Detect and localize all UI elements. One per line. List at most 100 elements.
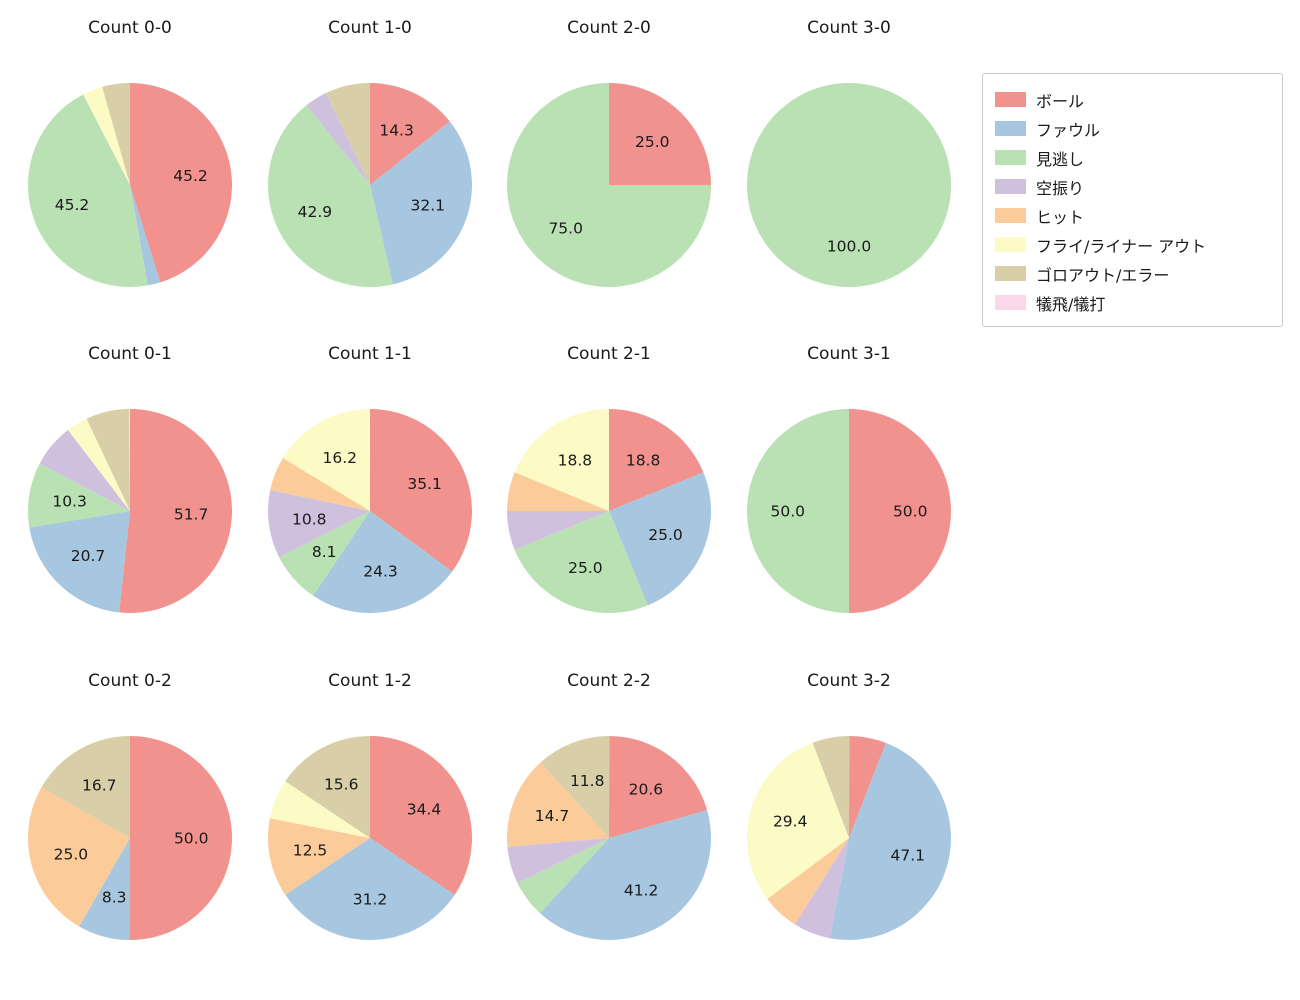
pie-chart: 14.3 32.1 42.9: [268, 83, 472, 287]
chart-title: Count 2-0: [567, 18, 651, 38]
pie-slice-label: 16.7: [82, 776, 117, 794]
pie-slice: [829, 742, 951, 940]
pie-slice: [747, 83, 951, 287]
pie-chart: 47.1 29.4: [746, 735, 951, 940]
chart-title: Count 2-2: [567, 671, 651, 691]
pie-slice-label: 25.0: [54, 845, 89, 863]
pie-chart: 51.7 20.7 10.3: [28, 409, 232, 613]
legend-label: ファウル: [1036, 120, 1101, 140]
pie-slice: [285, 838, 455, 940]
pie-slice: [282, 409, 370, 511]
legend-label: ボール: [1036, 91, 1085, 111]
pie-slice: [67, 418, 130, 511]
pie-slice-label: 24.3: [363, 563, 398, 581]
pie-chart: 50.0 50.0: [747, 409, 951, 613]
pie-chart: 18.8 25.0 25.0 18.8: [507, 409, 712, 614]
legend-item: ヒット: [995, 201, 1270, 230]
pie-slice: [507, 83, 711, 287]
chart-title: Count 1-2: [328, 671, 412, 691]
pie-slice-label: 25.0: [568, 559, 603, 577]
legend-item: 犠飛/犠打: [995, 288, 1270, 317]
legend-item: フライ/ライナー アウト: [995, 230, 1270, 259]
pie-slice: [79, 838, 130, 940]
legend-label: ゴロアウト/エラー: [1036, 265, 1170, 285]
pie-slice-label: 14.7: [535, 807, 570, 825]
pie-slice: [28, 787, 130, 927]
pie-slice: [29, 511, 130, 613]
pie-slice: [370, 736, 472, 895]
pie-slice: [39, 430, 130, 511]
pie-chart: 25.0 75.0: [507, 83, 711, 287]
pie-slice-label: 32.1: [411, 197, 446, 215]
pie-slice-label: 50.0: [893, 502, 928, 520]
chart-title: Count 3-0: [807, 18, 891, 38]
legend-label: 見逃し: [1036, 149, 1085, 169]
chart-title: Count 2-1: [567, 344, 651, 364]
pie-slice-label: 45.2: [173, 167, 208, 185]
pie-chart: 34.4 31.2 12.5 15.6: [268, 736, 472, 940]
pie-slice: [83, 86, 130, 185]
chart-title: Count 1-1: [328, 344, 412, 364]
pie-slice: [370, 409, 472, 572]
pie-slice-label: 50.0: [771, 502, 806, 520]
pie-slice-label: 100.0: [827, 238, 871, 256]
legend-item: ファウル: [995, 114, 1270, 143]
pie-slice: [306, 92, 370, 185]
pie-slice: [130, 736, 232, 940]
pie-slice: [267, 490, 370, 558]
legend-item: 空振り: [995, 172, 1270, 201]
pie-slice: [746, 742, 849, 899]
legend-label: 空振り: [1036, 178, 1085, 198]
pie-slice-label: 51.7: [174, 506, 209, 524]
pie-slice: [370, 121, 472, 285]
pie-slice-label: 10.8: [292, 511, 327, 529]
pie-slice: [268, 818, 370, 895]
pie-slice: [119, 409, 232, 613]
legend-swatch-icon: [995, 150, 1026, 165]
pie-slice-label: 35.1: [407, 475, 442, 493]
legend-swatch-icon: [995, 121, 1026, 136]
pie-slice: [507, 838, 609, 884]
chart-title: Count 0-1: [88, 344, 172, 364]
legend-label: 犠飛/犠打: [1036, 294, 1106, 314]
pie-slice-label: 20.7: [71, 547, 106, 565]
pie-slice-label: 15.6: [324, 775, 359, 793]
pie-slice: [285, 736, 370, 838]
pie-slice: [279, 511, 370, 596]
legend-swatch-icon: [995, 237, 1026, 252]
pie-chart: 35.1 24.3 8.1 10.8 16.2: [267, 409, 472, 613]
pie-slice: [86, 409, 130, 511]
pie-slice: [270, 457, 370, 511]
legend-swatch-icon: [995, 92, 1026, 107]
pie-slice-label: 31.2: [353, 891, 388, 909]
pie-slice: [849, 736, 886, 838]
chart-title: Count 3-1: [807, 344, 891, 364]
pie-slice-label: 41.2: [624, 882, 659, 900]
pie-slice: [849, 409, 951, 613]
legend-items: ボールファウル見逃し空振りヒットフライ/ライナー アウト ゴロアウト/エラー 犠飛/…: [995, 85, 1270, 317]
legend-label: フライ/ライナー アウト: [1036, 236, 1207, 256]
pie-slice: [507, 472, 609, 511]
legend: ボールファウル見逃し空振りヒットフライ/ライナー アウト ゴロアウト/エラー 犠飛/…: [982, 73, 1283, 327]
pie-slice: [812, 735, 850, 838]
legend-swatch-icon: [995, 295, 1026, 310]
pie-slice-label: 29.4: [773, 812, 808, 830]
pie-slice-label: 14.3: [379, 121, 414, 139]
chart-title: Count 0-2: [88, 671, 172, 691]
pie-slice-label: 50.0: [174, 829, 209, 847]
pie-slice-label: 20.6: [629, 781, 664, 799]
pie-slice: [313, 511, 453, 613]
pie-slice-label: 25.0: [635, 133, 670, 151]
pie-slice: [269, 781, 370, 838]
pie-slice-label: 18.8: [558, 452, 593, 470]
pie-slice: [609, 472, 712, 606]
pie-slice-label: 45.2: [55, 196, 90, 214]
pie-slice: [130, 185, 161, 286]
legend-swatch-icon: [995, 266, 1026, 281]
pie-slice: [27, 94, 148, 288]
pie-slice: [268, 105, 393, 287]
legend-swatch-icon: [995, 179, 1026, 194]
pie-slice: [767, 838, 849, 925]
pie-slice: [514, 511, 648, 614]
pie-slice-label: 34.4: [407, 801, 442, 819]
